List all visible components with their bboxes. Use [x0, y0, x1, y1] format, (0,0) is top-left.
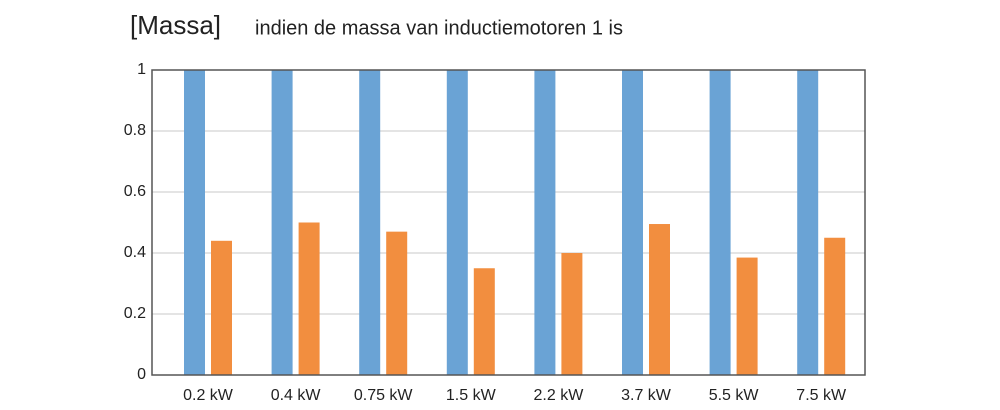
bar [709, 70, 731, 375]
x-tick-label: 0.75 kW [354, 387, 414, 404]
y-tick-label: 0.6 [124, 183, 146, 200]
bar [359, 70, 381, 375]
bar [561, 253, 583, 375]
bar [622, 70, 643, 375]
chart-title: [Massa] [130, 10, 221, 40]
bar [473, 268, 495, 375]
x-tick-label: 7.5 kW [796, 387, 847, 404]
y-tick-label: 0.4 [124, 244, 146, 261]
bar [736, 257, 758, 375]
y-tick-label: 0.2 [124, 305, 146, 322]
bar [211, 240, 232, 375]
bar [298, 222, 320, 375]
plot-border [151, 69, 866, 376]
bar [184, 70, 205, 375]
bar [386, 231, 408, 375]
y-tick-label: 0.8 [124, 122, 146, 139]
bar [649, 224, 670, 375]
x-tick-label: 0.4 kW [271, 387, 322, 404]
bar [271, 70, 293, 375]
y-tick-label: 0 [137, 366, 146, 383]
bar [446, 70, 468, 375]
bar [797, 70, 819, 375]
x-tick-label: 5.5 kW [709, 387, 760, 404]
bar [824, 237, 846, 375]
x-tick-label: 0.2 kW [183, 387, 234, 404]
x-tick-label: 3.7 kW [621, 387, 672, 404]
x-tick-label: 1.5 kW [446, 387, 497, 404]
x-tick-label: 2.2 kW [534, 387, 585, 404]
y-tick-label: 1 [137, 61, 146, 78]
bar [534, 70, 556, 375]
chart-subtitle: indien de massa van inductiemotoren 1 is [255, 17, 623, 39]
